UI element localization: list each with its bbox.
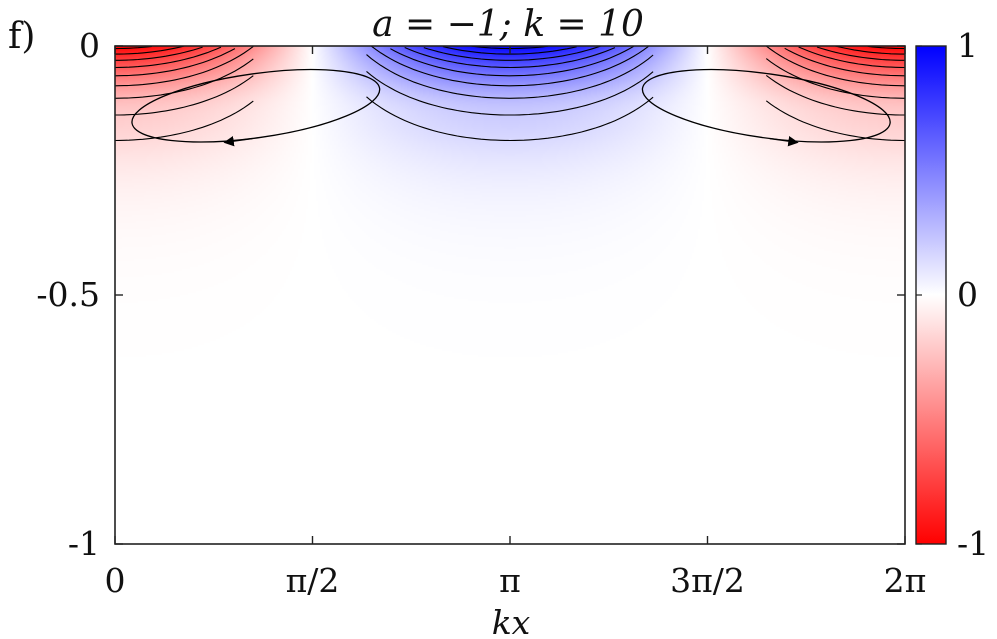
heatmap-image: [115, 46, 905, 544]
contour-line-3: [404, 46, 616, 69]
contour-line-15: [115, 58, 254, 99]
y-tick-label-1: -0.5: [36, 275, 100, 314]
contour-line-6: [366, 54, 654, 99]
x-tick-label-4: 2π: [884, 561, 927, 600]
secondary-cell-right: [641, 68, 891, 147]
contour-line-1: [442, 46, 577, 55]
panel-label: f): [8, 16, 35, 57]
contour-line-7: [366, 70, 654, 116]
secondary-cell-left-arrow: [223, 136, 253, 147]
x-tick-label-3: 3π/2: [670, 561, 745, 600]
colorbar-tick-label-1: 0: [957, 275, 978, 314]
secondary-cell-right-arrow: [769, 136, 799, 147]
colorbar-ticks: 1 0 -1: [916, 26, 989, 563]
y-tick-label-2: -1: [68, 524, 100, 563]
y-axis-ticks: 0 -0.5 -1: [36, 26, 905, 563]
contour-line-14: [115, 46, 254, 87]
contour-line-17: [115, 100, 254, 142]
x-tick-label-0: 0: [105, 561, 126, 600]
contour-line-22: [784, 47, 905, 77]
x-axis-label: kx: [492, 603, 531, 639]
contour-line-8: [366, 96, 654, 142]
contour-line-4: [390, 46, 635, 77]
contour-line-5: [370, 46, 649, 87]
y-tick-label-0: 0: [79, 26, 100, 65]
x-axis-ticks: 0 π/2 π 3π/2 2π: [105, 46, 927, 600]
contour-line-12: [115, 46, 222, 69]
x-tick-label-1: π/2: [286, 561, 340, 600]
chart-title: a = −1; k = 10: [372, 4, 644, 45]
secondary-cell-left: [131, 68, 381, 147]
contour-line-2: [423, 46, 601, 61]
contour-line-13: [115, 48, 236, 77]
x-tick-label-2: π: [499, 561, 521, 600]
secondary-cell-left-loop: [131, 68, 381, 143]
secondary-cell-right-loop: [641, 68, 891, 143]
heatmap-field: [115, 46, 905, 544]
contour-line-11: [115, 46, 203, 61]
colorbar-tick-label-0: 1: [957, 26, 978, 65]
contour-line-10: [115, 46, 185, 55]
colorbar-tick-label-2: -1: [957, 524, 989, 563]
contour-line-9: [115, 46, 152, 50]
contour-line-16: [115, 75, 254, 116]
